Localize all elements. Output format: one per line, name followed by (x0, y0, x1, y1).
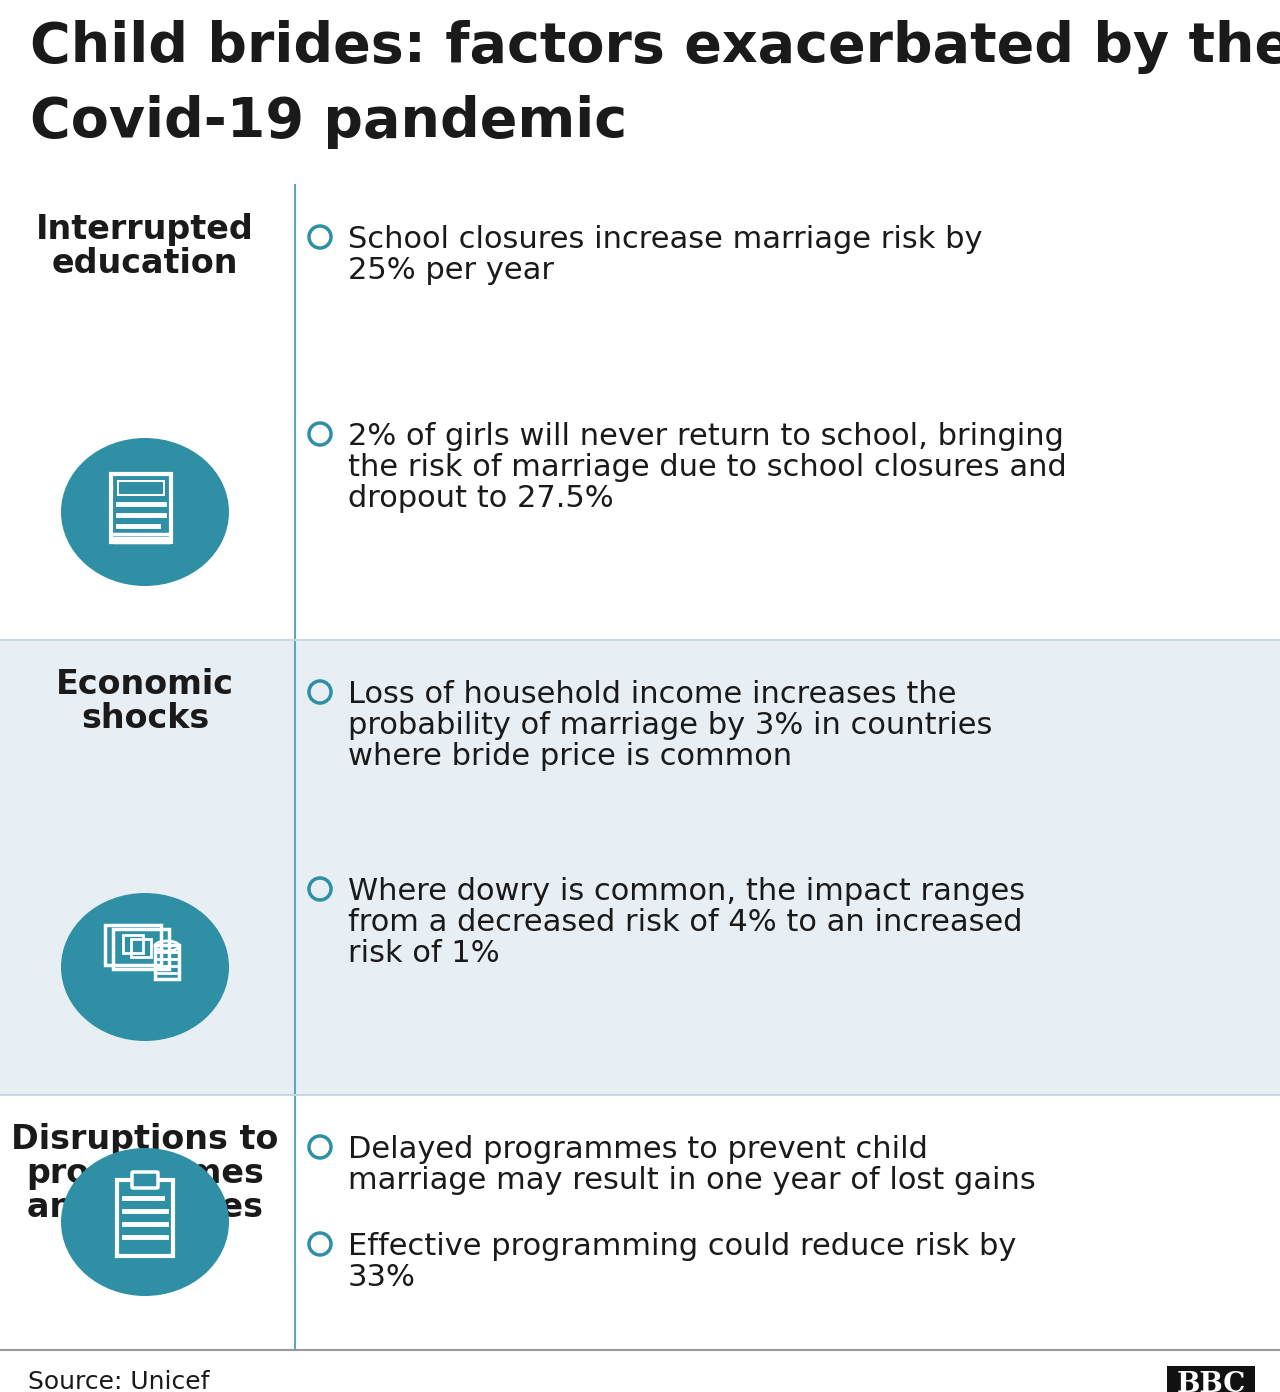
Text: probability of marriage by 3% in countries: probability of marriage by 3% in countri… (348, 711, 992, 741)
Text: and services: and services (27, 1192, 262, 1224)
Text: Interrupted: Interrupted (36, 213, 253, 246)
FancyBboxPatch shape (132, 1172, 157, 1187)
Text: Source: Unicef: Source: Unicef (28, 1370, 210, 1392)
Text: programmes: programmes (26, 1157, 264, 1190)
Text: Economic: Economic (56, 668, 234, 702)
Text: 33%: 33% (348, 1263, 416, 1292)
Ellipse shape (61, 1148, 229, 1296)
Text: risk of 1%: risk of 1% (348, 940, 499, 967)
Text: dropout to 27.5%: dropout to 27.5% (348, 484, 613, 514)
Bar (0, 1096, 1280, 1350)
Text: Loss of household income increases the: Loss of household income increases the (348, 681, 956, 709)
Bar (116, 480, 165, 496)
Text: Child brides: factors exacerbated by the: Child brides: factors exacerbated by the (29, 19, 1280, 74)
Bar (0, 640, 1280, 1096)
Text: education: education (51, 246, 238, 280)
Text: Delayed programmes to prevent child: Delayed programmes to prevent child (348, 1134, 928, 1164)
Text: 25% per year: 25% per year (348, 256, 554, 285)
Text: BBC: BBC (1176, 1371, 1245, 1392)
Text: marriage may result in one year of lost gains: marriage may result in one year of lost … (348, 1166, 1036, 1194)
Ellipse shape (61, 438, 229, 586)
Text: shocks: shocks (81, 702, 209, 735)
Text: where bride price is common: where bride price is common (348, 742, 792, 771)
Bar (0, 185, 1280, 640)
Text: the risk of marriage due to school closures and: the risk of marriage due to school closu… (348, 452, 1066, 482)
Bar (0, 0, 1280, 185)
Text: Disruptions to: Disruptions to (12, 1123, 279, 1155)
Bar (119, 482, 163, 494)
Text: Covid-19 pandemic: Covid-19 pandemic (29, 95, 627, 149)
Bar (1167, 1366, 1254, 1392)
Bar (155, 945, 179, 979)
Bar (131, 940, 151, 958)
Text: School closures increase marriage risk by: School closures increase marriage risk b… (348, 226, 983, 253)
Text: from a decreased risk of 4% to an increased: from a decreased risk of 4% to an increa… (348, 908, 1023, 937)
Bar (123, 935, 143, 954)
Text: Effective programming could reduce risk by: Effective programming could reduce risk … (348, 1232, 1016, 1261)
Ellipse shape (61, 894, 229, 1041)
Text: 2% of girls will never return to school, bringing: 2% of girls will never return to school,… (348, 422, 1064, 451)
Text: Where dowry is common, the impact ranges: Where dowry is common, the impact ranges (348, 877, 1025, 906)
